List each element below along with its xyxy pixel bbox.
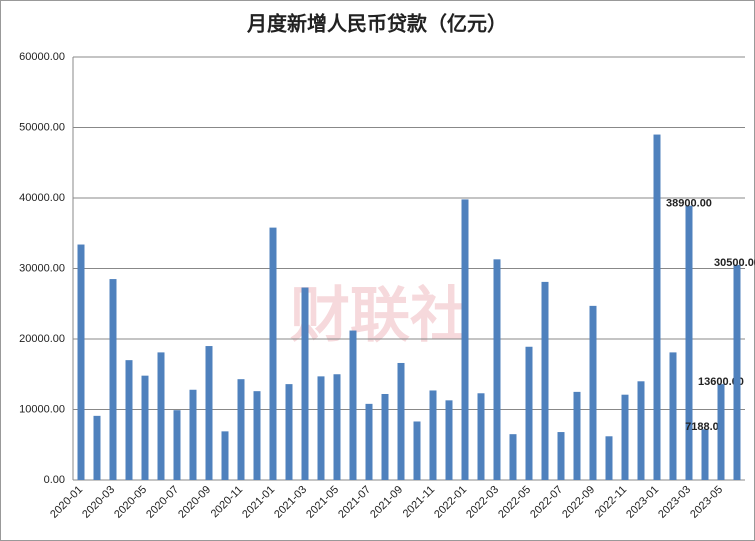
bar <box>733 264 741 480</box>
bar <box>509 434 517 480</box>
bar <box>349 330 357 480</box>
bar <box>269 227 277 480</box>
y-tick-label: 20000.00 <box>19 333 65 345</box>
bar <box>333 374 341 480</box>
bar <box>301 287 309 480</box>
bar <box>653 134 661 481</box>
value-label: 30500.00 <box>714 257 755 269</box>
bar <box>205 346 213 480</box>
bar <box>461 199 469 480</box>
bar <box>173 410 181 480</box>
bar <box>557 432 565 480</box>
bar <box>605 436 613 480</box>
bar <box>589 305 597 480</box>
bar <box>541 281 549 480</box>
bar <box>157 352 165 480</box>
bar <box>253 391 261 480</box>
bar <box>717 384 725 480</box>
y-tick-label: 0.00 <box>44 474 65 486</box>
value-label: 38900.00 <box>666 198 712 210</box>
bar <box>621 394 629 480</box>
chart-title: 月度新增人民币贷款（亿元） <box>246 11 507 35</box>
y-tick-label: 40000.00 <box>19 192 65 204</box>
bar <box>429 390 437 480</box>
bar <box>637 381 645 480</box>
bar <box>317 376 325 480</box>
bar <box>237 379 245 480</box>
bar <box>221 431 229 480</box>
bar <box>381 393 389 480</box>
bar <box>685 205 693 480</box>
bar <box>669 352 677 480</box>
bar <box>477 393 485 480</box>
bar <box>189 389 197 480</box>
bar <box>285 384 293 480</box>
bar <box>125 360 133 480</box>
bar <box>701 429 709 480</box>
bar <box>573 391 581 480</box>
watermark: 财联社 <box>290 282 470 349</box>
bar <box>413 421 421 480</box>
y-tick-label: 10000.00 <box>19 403 65 415</box>
bar <box>525 346 533 480</box>
bar <box>493 259 501 480</box>
bar <box>93 415 101 480</box>
bar <box>77 244 85 480</box>
y-tick-label: 50000.00 <box>19 121 65 133</box>
y-tick-label: 60000.00 <box>19 51 65 63</box>
value-label: 13600.00 <box>698 376 744 388</box>
bar <box>365 403 373 480</box>
bar <box>141 375 149 480</box>
bar <box>109 279 117 480</box>
y-tick-label: 30000.00 <box>19 262 65 274</box>
bar <box>397 362 405 480</box>
bar <box>445 400 453 480</box>
value-label: 7188.00 <box>685 421 725 433</box>
